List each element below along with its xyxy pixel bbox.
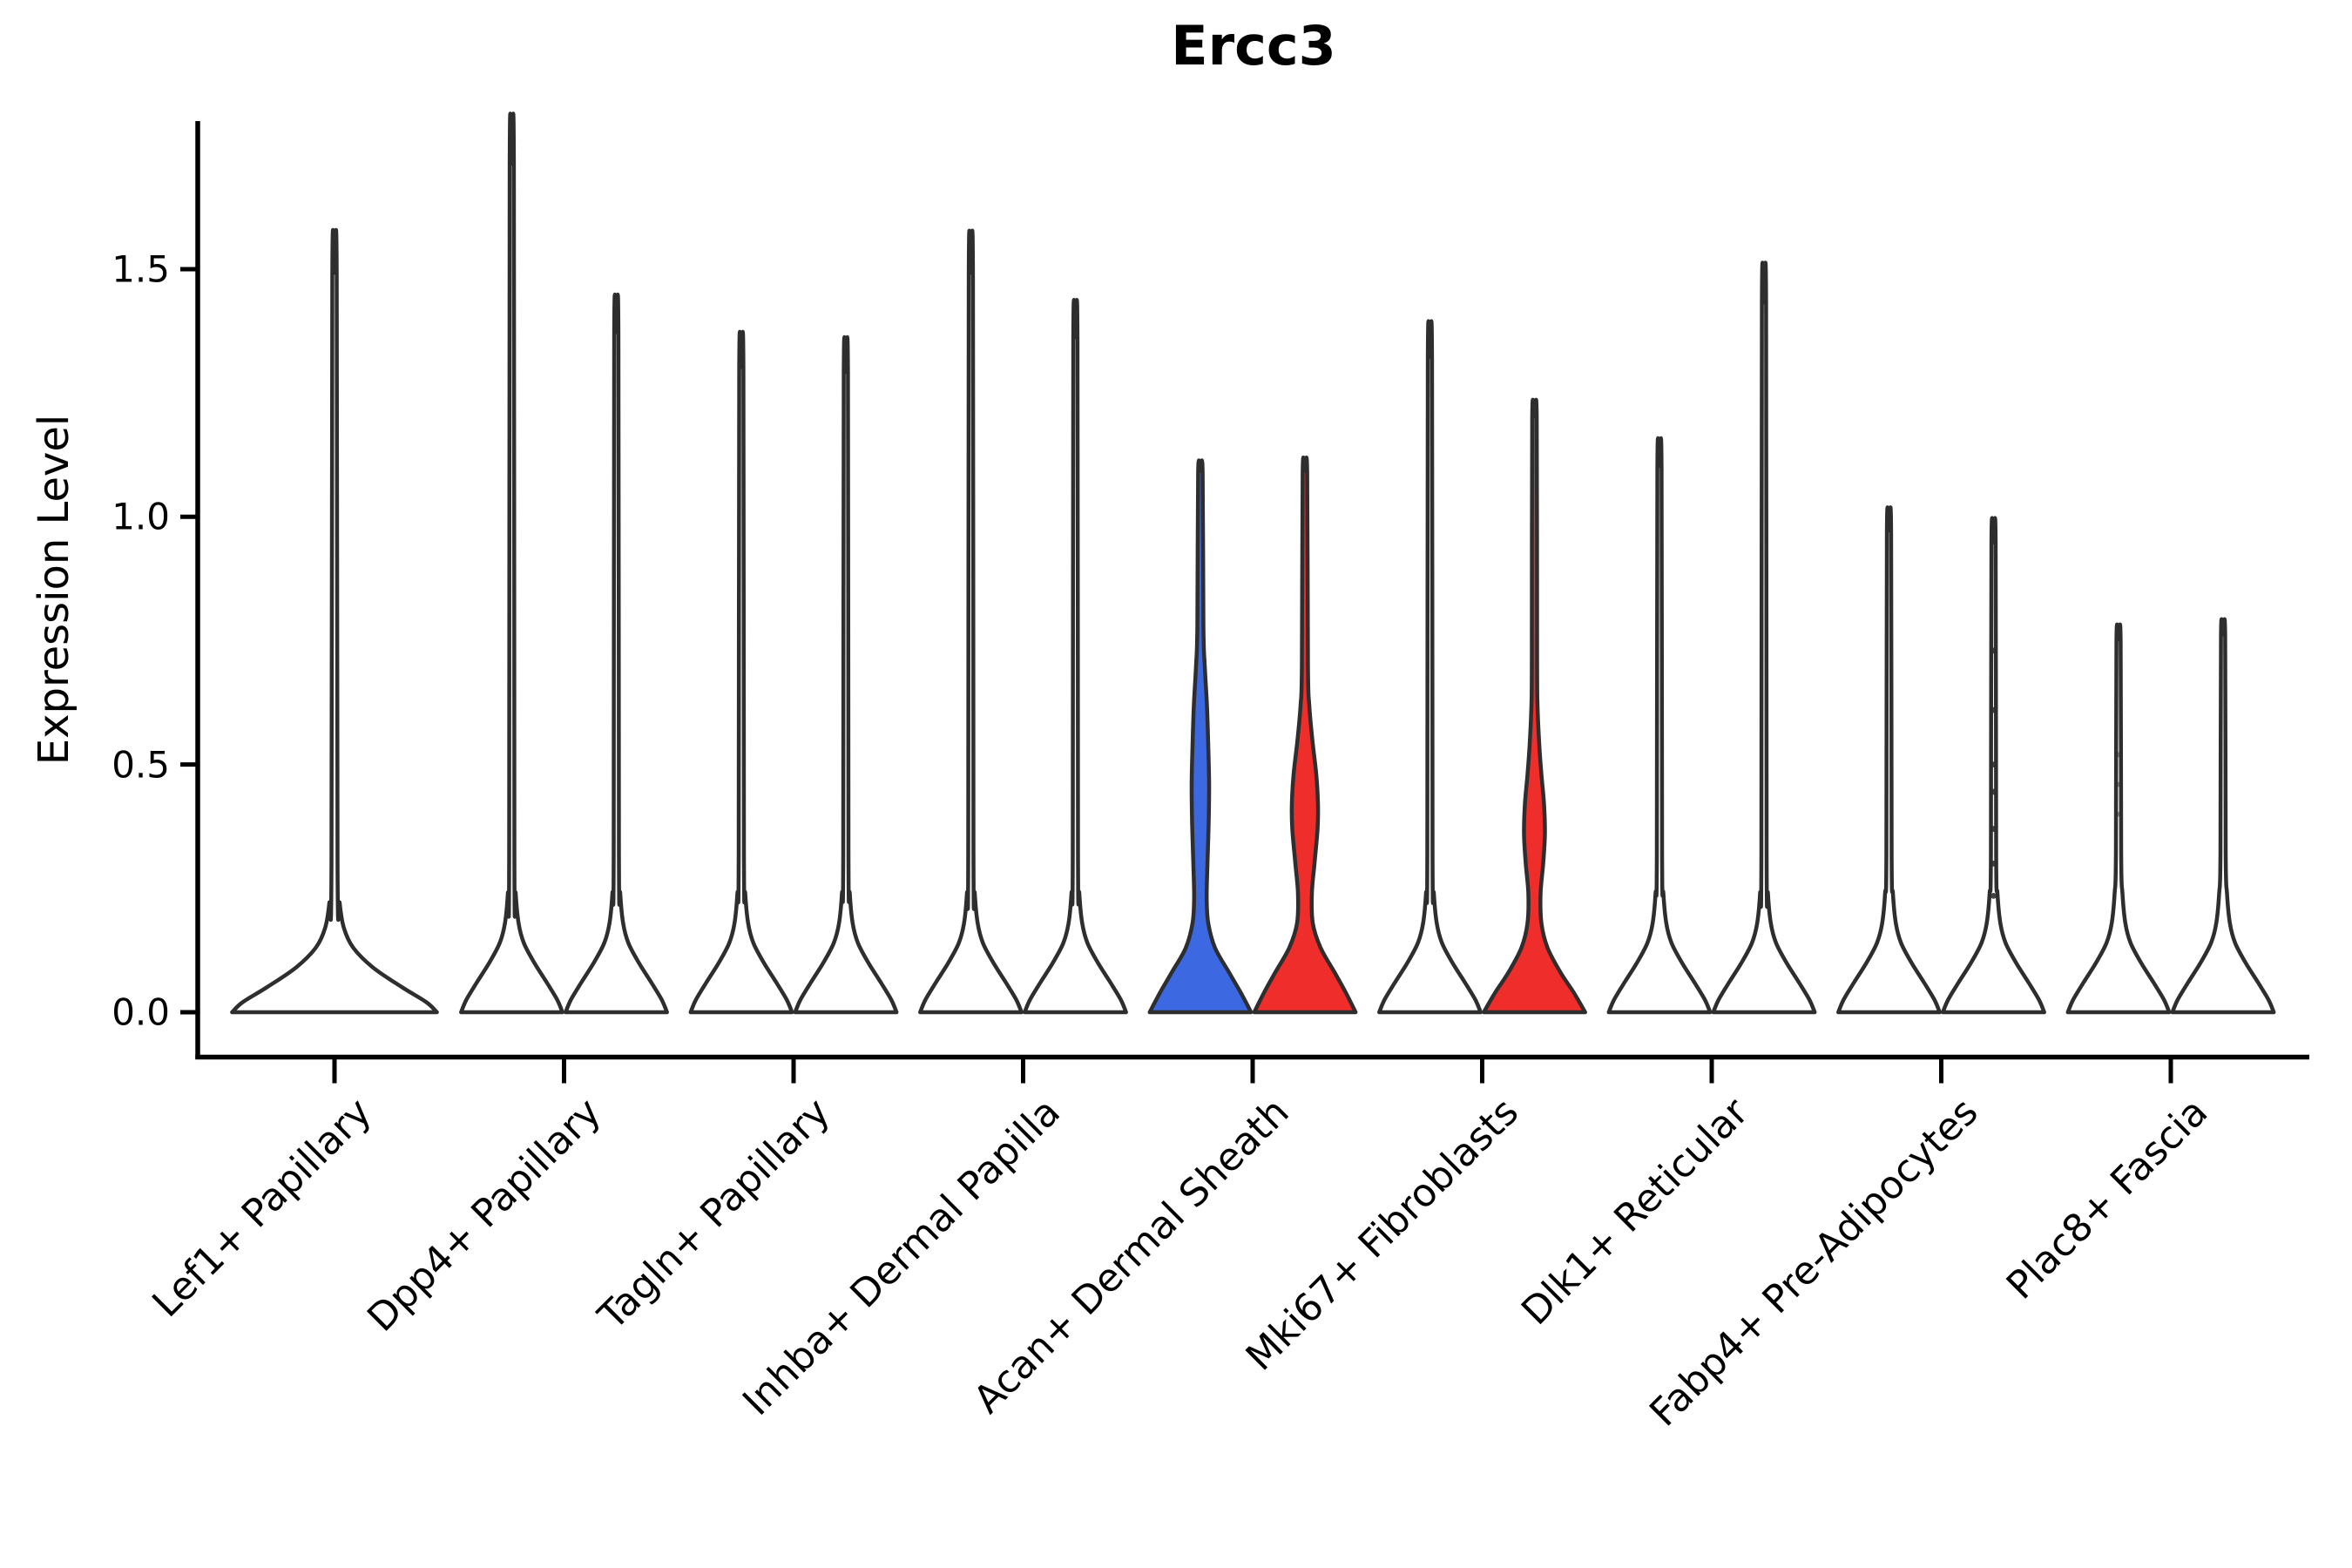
violin xyxy=(793,335,899,1015)
violin xyxy=(688,329,794,1015)
violin xyxy=(1482,397,1587,1015)
violin xyxy=(564,292,669,1015)
violin xyxy=(1711,260,1817,1015)
data-point-dot xyxy=(2116,811,2121,817)
violin xyxy=(459,112,564,1015)
data-point-dot xyxy=(1990,647,1997,654)
violin xyxy=(1023,298,1128,1015)
violin xyxy=(1377,319,1483,1015)
y-axis-label: Expression Level xyxy=(30,414,78,766)
violin xyxy=(1252,455,1358,1015)
data-point-dot xyxy=(1990,860,1997,867)
violin xyxy=(2065,622,2172,1015)
chart-title: Ercc3 xyxy=(1171,14,1336,78)
y-tick-label: 1.5 xyxy=(112,247,170,291)
violin xyxy=(918,228,1024,1015)
data-point-dot xyxy=(1990,892,1997,899)
violin xyxy=(2170,617,2276,1015)
violin xyxy=(1606,436,1713,1015)
data-point-dot xyxy=(2116,781,2121,787)
data-point-dot xyxy=(1990,761,1997,768)
data-point-dot xyxy=(1990,706,1997,713)
data-point-dot xyxy=(1990,538,1997,545)
violin xyxy=(1147,458,1254,1015)
violin xyxy=(230,227,439,1015)
data-point-dot xyxy=(1990,788,1997,795)
y-tick-label: 0.0 xyxy=(112,990,170,1034)
data-point-dot xyxy=(1990,826,1997,832)
violin xyxy=(1836,505,1942,1015)
y-tick-label: 0.5 xyxy=(112,743,170,787)
data-point-dot xyxy=(2116,752,2121,758)
y-tick-label: 1.0 xyxy=(112,495,170,538)
